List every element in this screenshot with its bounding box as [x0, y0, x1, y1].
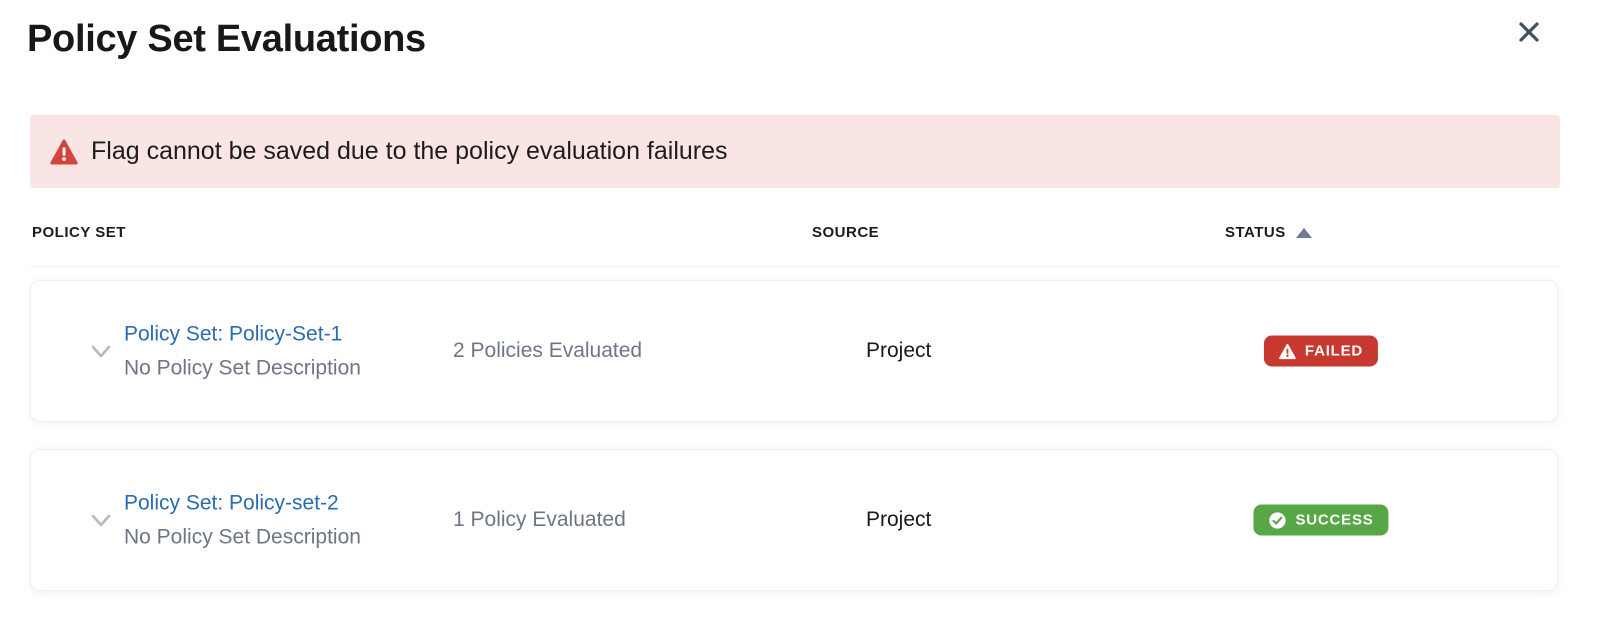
alert-message: Flag cannot be saved due to the policy e…: [91, 137, 728, 165]
x-icon: [1519, 22, 1539, 42]
status-badge: FAILED: [1263, 335, 1379, 367]
source-cell: Project: [866, 339, 932, 362]
header-divider: [30, 266, 1560, 267]
expand-row-button[interactable]: [81, 331, 121, 371]
policy-set-description: No Policy Set Description: [124, 356, 361, 380]
policy-set-link[interactable]: Policy Set: Policy-set-2: [124, 491, 339, 515]
column-header-source: SOURCE: [812, 224, 879, 241]
chevron-down-icon: [91, 514, 111, 527]
policy-set-description: No Policy Set Description: [124, 525, 361, 549]
policies-evaluated-label: 1 Policy Evaluated: [453, 508, 626, 531]
column-header-policy-set: POLICY SET: [32, 224, 126, 241]
column-header-label: POLICY SET: [32, 224, 126, 241]
sort-ascending-icon[interactable]: [1295, 228, 1312, 238]
policy-set-cell: Policy Set: Policy-Set-1 No Policy Set D…: [124, 318, 361, 385]
close-icon[interactable]: [1510, 13, 1548, 51]
expand-row-button[interactable]: [81, 500, 121, 540]
policy-set-cell: Policy Set: Policy-set-2 No Policy Set D…: [124, 487, 361, 554]
column-header-status[interactable]: STATUS: [1225, 224, 1312, 241]
warning-triangle-icon: [50, 138, 78, 165]
table-row: Policy Set: Policy-set-2 No Policy Set D…: [30, 449, 1558, 591]
page-title: Policy Set Evaluations: [27, 18, 426, 60]
table-row: Policy Set: Policy-Set-1 No Policy Set D…: [30, 280, 1558, 422]
status-badge-label: FAILED: [1304, 342, 1364, 360]
status-badge: SUCCESS: [1253, 504, 1389, 536]
warning-triangle-icon: [1279, 343, 1296, 359]
column-header-label: SOURCE: [812, 224, 880, 241]
policy-set-link[interactable]: Policy Set: Policy-Set-1: [124, 322, 343, 346]
error-alert-banner: Flag cannot be saved due to the policy e…: [30, 115, 1560, 188]
chevron-down-icon: [91, 345, 111, 358]
status-badge-label: SUCCESS: [1295, 511, 1374, 529]
column-header-label: STATUS: [1225, 224, 1286, 241]
policies-evaluated-label: 2 Policies Evaluated: [453, 339, 643, 362]
check-circle-icon: [1269, 511, 1286, 529]
source-cell: Project: [866, 508, 932, 531]
